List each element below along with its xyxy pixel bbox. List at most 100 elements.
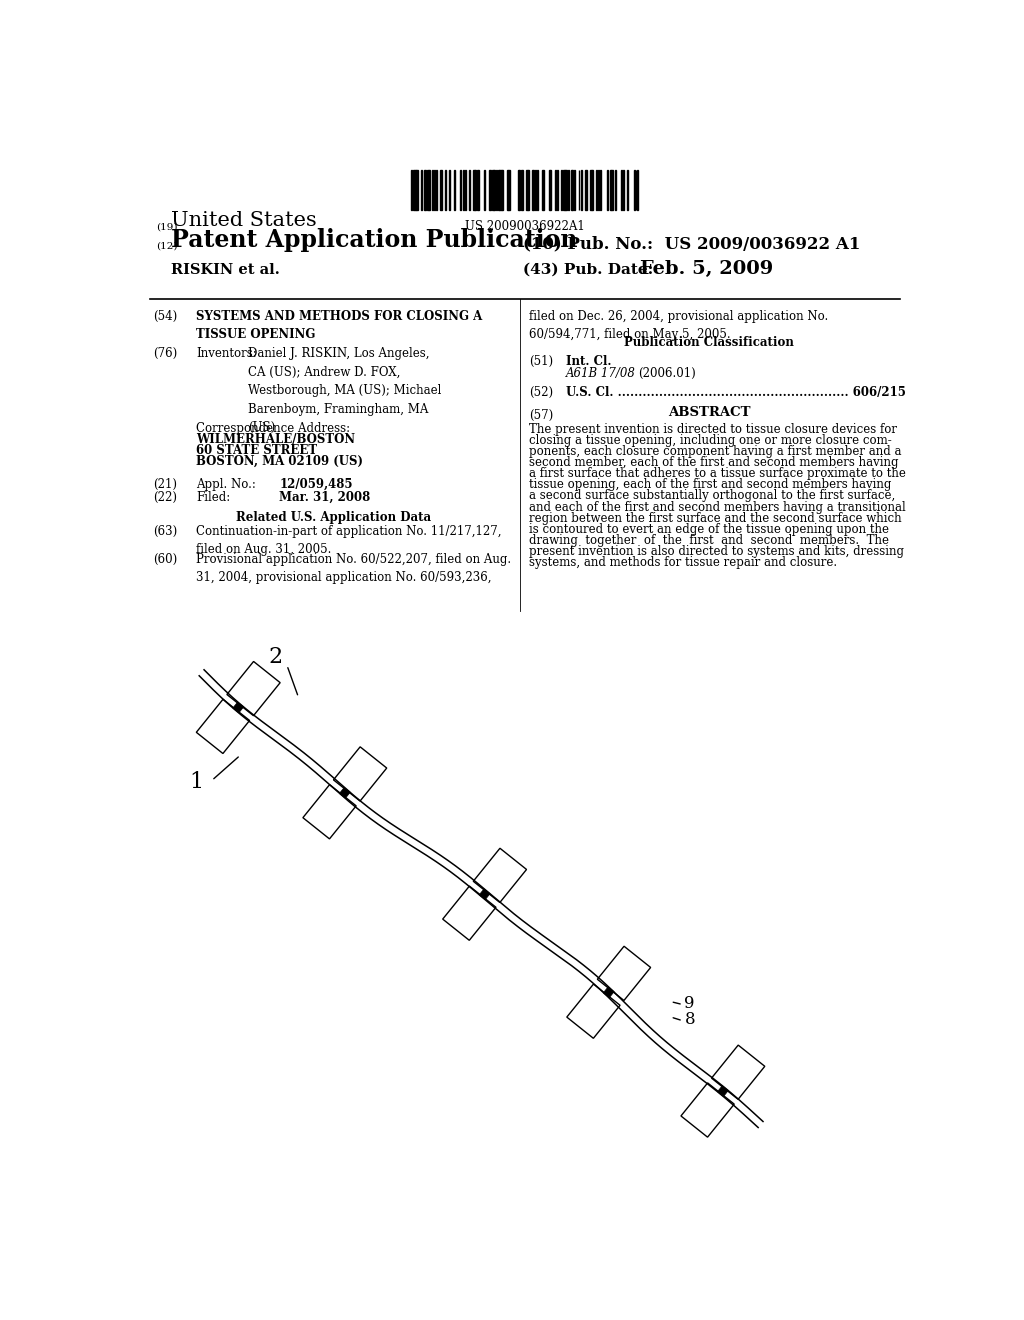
Text: Continuation-in-part of application No. 11/217,127,
filed on Aug. 31, 2005.: Continuation-in-part of application No. … [197,525,502,556]
Bar [607,170,608,210]
Polygon shape [479,888,490,900]
Bar [440,170,442,210]
Bar [432,170,433,210]
Text: (10) Pub. No.:  US 2009/0036922 A1: (10) Pub. No.: US 2009/0036922 A1 [523,235,860,252]
Text: (12): (12) [156,242,177,251]
Text: 12/059,485: 12/059,485 [280,478,352,491]
Bar [460,170,462,210]
Text: Inventors:: Inventors: [197,347,257,360]
Text: is contoured to evert an edge of the tissue opening upon the: is contoured to evert an edge of the tis… [529,523,890,536]
Bar [454,170,455,210]
Bar [475,170,476,210]
Text: (22): (22) [153,491,177,504]
Text: Appl. No.:: Appl. No.: [197,478,256,491]
Text: (76): (76) [153,347,177,360]
Bar [521,170,523,210]
Bar [492,170,494,210]
Bar [507,170,508,210]
Text: 60 STATE STREET: 60 STATE STREET [197,444,317,457]
Bar [573,170,575,210]
Text: a first surface that adheres to a tissue surface proximate to the: a first surface that adheres to a tissue… [529,467,906,480]
Text: (21): (21) [153,478,177,491]
Text: US 20090036922A1: US 20090036922A1 [465,220,585,234]
Bar [429,170,430,210]
Polygon shape [232,702,244,713]
Text: drawing  together  of  the  first  and  second  members.  The: drawing together of the first and second… [529,535,890,548]
Bar [473,170,475,210]
Bar [598,170,599,210]
Text: filed on Dec. 26, 2004, provisional application No.
60/594,771, filed on May 5, : filed on Dec. 26, 2004, provisional appl… [529,310,828,341]
Bar [427,170,429,210]
Text: Mar. 31, 2008: Mar. 31, 2008 [280,491,371,504]
Bar [509,170,510,210]
Text: second member, each of the first and second members having: second member, each of the first and sec… [529,455,899,469]
Text: (43) Pub. Date:: (43) Pub. Date: [523,263,653,277]
Bar [469,170,470,210]
Text: (57): (57) [529,409,554,421]
Text: Filed:: Filed: [197,491,230,504]
Bar [477,170,478,210]
Text: Correspondence Address:: Correspondence Address: [197,422,350,434]
Text: 9: 9 [684,994,695,1011]
Text: systems, and methods for tissue repair and closure.: systems, and methods for tissue repair a… [529,557,838,569]
Bar [634,170,635,210]
Bar [532,170,534,210]
Text: (52): (52) [529,385,554,399]
Text: Patent Application Publication: Patent Application Publication [171,228,578,252]
Text: (2006.01): (2006.01) [638,367,695,380]
Text: Provisional application No. 60/522,207, filed on Aug.
31, 2004, provisional appl: Provisional application No. 60/522,207, … [197,553,511,583]
Bar [590,170,592,210]
Polygon shape [718,1086,728,1097]
Text: RISKIN et al.: RISKIN et al. [171,263,281,277]
Bar [611,170,612,210]
Bar [503,170,504,210]
Text: present invention is also directed to systems and kits, dressing: present invention is also directed to sy… [529,545,904,558]
Text: SYSTEMS AND METHODS FOR CLOSING A
TISSUE OPENING: SYSTEMS AND METHODS FOR CLOSING A TISSUE… [197,310,482,341]
Bar [557,170,558,210]
Bar [565,170,567,210]
Text: and each of the first and second members having a transitional: and each of the first and second members… [529,500,906,513]
Bar [498,170,499,210]
Text: BOSTON, MA 02109 (US): BOSTON, MA 02109 (US) [197,455,364,467]
Bar [561,170,562,210]
Text: ABSTRACT: ABSTRACT [668,407,751,420]
Text: 1: 1 [189,771,203,793]
Bar [463,170,465,210]
Text: 2: 2 [268,647,283,668]
Text: U.S. Cl. ........................................................ 606/215: U.S. Cl. ...............................… [566,385,906,399]
Bar [417,170,418,210]
Text: (63): (63) [153,525,177,539]
Text: a second surface substantially orthogonal to the first surface,: a second surface substantially orthogona… [529,490,896,503]
Text: United States: United States [171,211,317,230]
Text: 8: 8 [684,1011,695,1028]
Text: Publication Classification: Publication Classification [625,335,795,348]
Text: region between the first surface and the second surface which: region between the first surface and the… [529,512,902,525]
Text: Daniel J. RISKIN, Los Angeles,
CA (US); Andrew D. FOX,
Westborough, MA (US); Mic: Daniel J. RISKIN, Los Angeles, CA (US); … [248,347,441,434]
Bar [414,170,416,210]
Polygon shape [339,788,350,799]
Bar [424,170,426,210]
Bar [535,170,536,210]
Bar [596,170,597,210]
Text: Int. Cl.: Int. Cl. [566,355,611,368]
Bar [621,170,623,210]
Bar [489,170,490,210]
Text: tissue opening, each of the first and second members having: tissue opening, each of the first and se… [529,478,892,491]
Bar [528,170,529,210]
Text: (54): (54) [153,310,177,323]
Bar [421,170,422,210]
Bar [543,170,544,210]
Text: WILMERHALE/BOSTON: WILMERHALE/BOSTON [197,433,355,446]
Text: ponents, each closure component having a first member and a: ponents, each closure component having a… [529,445,902,458]
Bar [581,170,583,210]
Text: closing a tissue opening, including one or more closure com-: closing a tissue opening, including one … [529,434,892,446]
Text: The present invention is directed to tissue closure devices for: The present invention is directed to tis… [529,422,897,436]
Bar [525,170,527,210]
Bar [465,170,466,210]
Text: (60): (60) [153,553,177,566]
Bar [519,170,520,210]
Text: Related U.S. Application Data: Related U.S. Application Data [236,511,431,524]
Bar [586,170,587,210]
Text: (51): (51) [529,355,554,368]
Bar [562,170,564,210]
